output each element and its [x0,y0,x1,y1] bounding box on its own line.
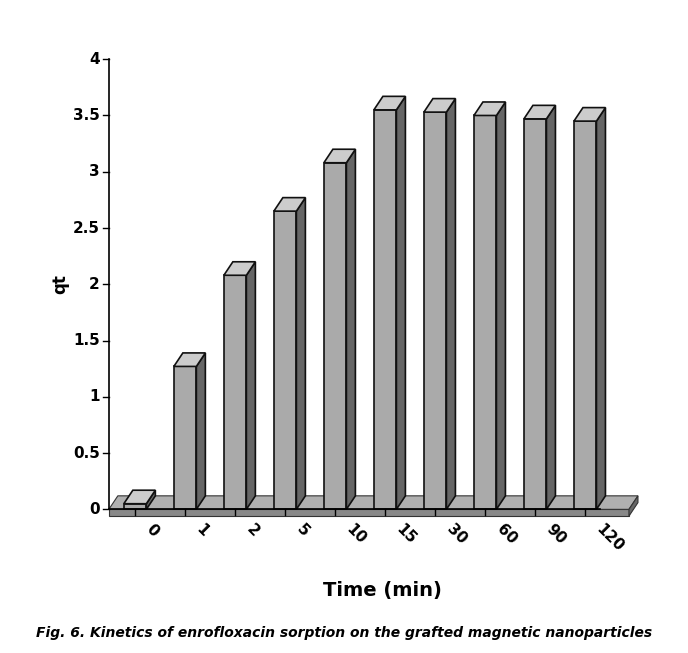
Text: 0: 0 [143,521,162,539]
Polygon shape [524,105,555,119]
Text: 0.5: 0.5 [73,445,100,460]
Text: 4: 4 [89,52,100,67]
Polygon shape [224,276,246,509]
Text: 2: 2 [89,277,100,292]
Polygon shape [346,150,356,509]
Polygon shape [524,119,546,509]
Polygon shape [474,116,497,509]
Text: qt: qt [52,274,69,295]
Text: Fig. 6. Kinetics of enrofloxacin sorption on the grafted magnetic nanoparticles: Fig. 6. Kinetics of enrofloxacin sorptio… [36,626,652,640]
Polygon shape [196,353,205,509]
Text: 5: 5 [293,521,312,539]
Polygon shape [246,262,255,509]
Polygon shape [424,99,455,112]
Polygon shape [224,262,255,276]
Polygon shape [629,496,638,516]
Text: 15: 15 [394,521,419,547]
Text: Time (min): Time (min) [323,581,442,600]
Polygon shape [109,496,638,509]
Text: 3: 3 [89,165,100,179]
Text: 90: 90 [544,521,569,547]
Polygon shape [474,102,506,116]
Polygon shape [424,112,447,509]
Polygon shape [396,97,405,509]
Polygon shape [374,97,405,110]
Polygon shape [574,121,596,509]
Text: 1: 1 [89,389,100,404]
Polygon shape [447,99,455,509]
Text: 60: 60 [493,521,519,547]
Polygon shape [174,353,205,366]
Polygon shape [274,198,305,211]
Polygon shape [546,105,555,509]
Text: 2: 2 [244,521,261,539]
Polygon shape [297,198,305,509]
Text: 3.5: 3.5 [73,108,100,123]
Text: 120: 120 [594,521,627,554]
Polygon shape [109,509,629,516]
Text: 0: 0 [89,502,100,517]
Polygon shape [324,150,356,163]
Text: 1.5: 1.5 [73,333,100,348]
Text: 1: 1 [193,521,211,539]
Polygon shape [274,211,297,509]
Text: 30: 30 [444,521,469,547]
Polygon shape [374,110,396,509]
Polygon shape [574,108,605,121]
Polygon shape [324,163,346,509]
Polygon shape [596,108,605,509]
Polygon shape [147,490,155,509]
Polygon shape [124,490,155,503]
Text: 2.5: 2.5 [73,221,100,236]
Polygon shape [497,102,506,509]
Text: 10: 10 [343,521,369,547]
Polygon shape [174,366,196,509]
Polygon shape [124,503,147,509]
